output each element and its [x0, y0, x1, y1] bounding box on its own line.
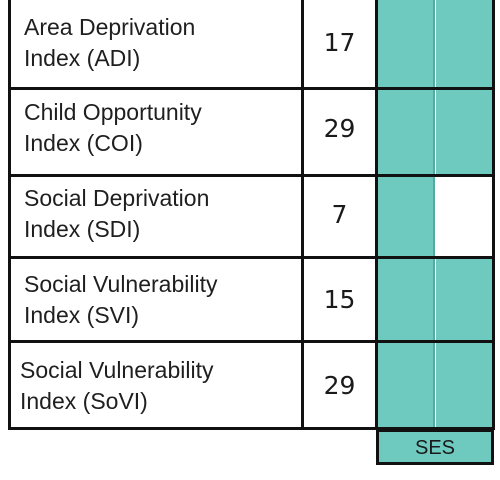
- ses-cell-sovi-b: [436, 343, 492, 427]
- ses-cell-coi-a: [378, 90, 434, 174]
- row-name-coi: Child Opportunity Index (COI): [24, 97, 202, 159]
- ses-cell-sovi-a: [378, 343, 434, 427]
- row-name-line1: Area Deprivation: [24, 14, 196, 40]
- row-count-svi: 15: [323, 285, 356, 314]
- row-divider: [8, 340, 495, 343]
- row-name-line2: Index (ADI): [24, 45, 141, 71]
- row-name-line2: Index (COI): [24, 130, 143, 156]
- cell-divider: [433, 343, 435, 427]
- row-name-line2: Index (SVI): [24, 302, 140, 328]
- row-name-line1: Social Vulnerability: [20, 357, 214, 383]
- ses-cell-adi-b: [436, 0, 492, 87]
- row-name-svi: Social Vulnerability Index (SVI): [24, 269, 217, 331]
- ses-column-label: SES: [376, 429, 494, 465]
- row-count-sdi: 7: [331, 200, 348, 229]
- cell-divider: [433, 90, 435, 174]
- cell-divider: [433, 0, 435, 87]
- table-border-right: [492, 0, 495, 430]
- cell-divider: [433, 259, 435, 340]
- row-name-line1: Child Opportunity: [24, 99, 202, 125]
- cell-divider: [433, 177, 435, 256]
- ses-cell-sdi-b: [436, 177, 492, 256]
- row-name-sdi: Social Deprivation Index (SDI): [24, 183, 209, 245]
- row-divider: [8, 427, 495, 430]
- column-divider: [375, 0, 378, 430]
- ses-cell-adi-a: [378, 0, 434, 87]
- row-name-line2: Index (SDI): [24, 216, 141, 242]
- row-name-line1: Social Deprivation: [24, 185, 210, 211]
- table-border-left: [8, 0, 11, 430]
- row-count-adi: 17: [323, 28, 356, 57]
- column-divider: [301, 0, 304, 430]
- row-name-adi: Area Deprivation Index (ADI): [24, 12, 195, 74]
- row-name-sovi: Social Vulnerability Index (SoVI): [20, 355, 213, 417]
- row-count-coi: 29: [323, 114, 356, 143]
- row-count-sovi: 29: [323, 371, 356, 400]
- ses-cell-svi-b: [436, 259, 492, 340]
- row-divider: [8, 174, 495, 177]
- ses-cell-svi-a: [378, 259, 434, 340]
- row-name-line1: Social Vulnerability: [24, 271, 218, 297]
- row-divider: [8, 256, 495, 259]
- row-name-line2: Index (SoVI): [20, 388, 148, 414]
- ses-cell-coi-b: [436, 90, 492, 174]
- row-divider: [8, 87, 495, 90]
- ses-cell-sdi-a: [378, 177, 434, 256]
